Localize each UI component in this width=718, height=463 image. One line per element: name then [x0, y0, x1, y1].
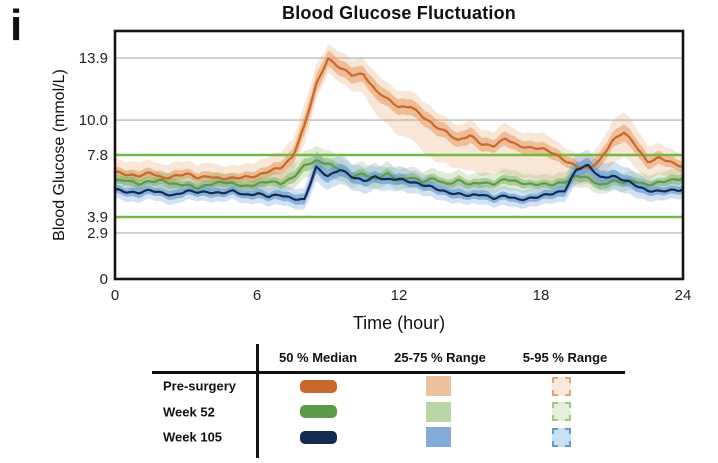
y-tick-10.0: 10.0: [78, 112, 108, 130]
legend-column-outer: 5-95 % Range: [522, 350, 608, 365]
x-tick-0: 0: [110, 287, 120, 304]
week-105-median-swatch: [299, 430, 337, 444]
legend-column-median: 50 % Median: [278, 350, 358, 365]
legend-label-week-52: Week 52: [163, 404, 215, 419]
pre-surgery-iqr-swatch: [425, 376, 451, 396]
week-52-median-line: [113, 159, 685, 190]
week-105-iqr-swatch: [425, 427, 451, 447]
plot-frame: [113, 29, 685, 281]
pre-surgery-25-75-band: [115, 50, 683, 185]
pre-surgery-outer-swatch: [552, 376, 571, 396]
week-52-iqr-swatch: [425, 401, 451, 422]
week-52-median-swatch: [299, 405, 337, 418]
x-tick-6: 6: [252, 287, 262, 304]
chart-title: Blood Glucose Fluctuation: [282, 3, 516, 23]
x-axis-label: Time (hour): [352, 313, 446, 333]
pre-surgery-median-swatch: [299, 379, 337, 393]
legend-label-pre-surgery: Pre-surgery: [163, 378, 236, 394]
legend-column-iqr: 25-75 % Range: [394, 350, 486, 365]
y-tick-7.8: 7.8: [87, 147, 108, 164]
legend-header-underline: [152, 371, 625, 374]
y-tick-0: 0: [99, 271, 108, 288]
y-tick-2.9: 2.9: [87, 224, 108, 242]
week-105-outer-swatch: [552, 427, 571, 447]
week-52-outer-swatch: [552, 402, 571, 421]
week-105-median-line: [113, 163, 685, 202]
x-tick-12: 12: [390, 287, 408, 304]
panel-letter: i: [10, 1, 23, 50]
legend-label-week-105: Week 105: [163, 429, 223, 445]
pre-surgery-median-line: [113, 57, 685, 181]
y-tick-13.9: 13.9: [78, 50, 108, 68]
x-tick-24: 24: [674, 287, 692, 304]
glucose-plot: [113, 29, 685, 281]
y-tick-3.9: 3.9: [87, 209, 108, 226]
x-tick-18: 18: [532, 287, 550, 304]
legend-vertical-divider: [256, 344, 259, 458]
